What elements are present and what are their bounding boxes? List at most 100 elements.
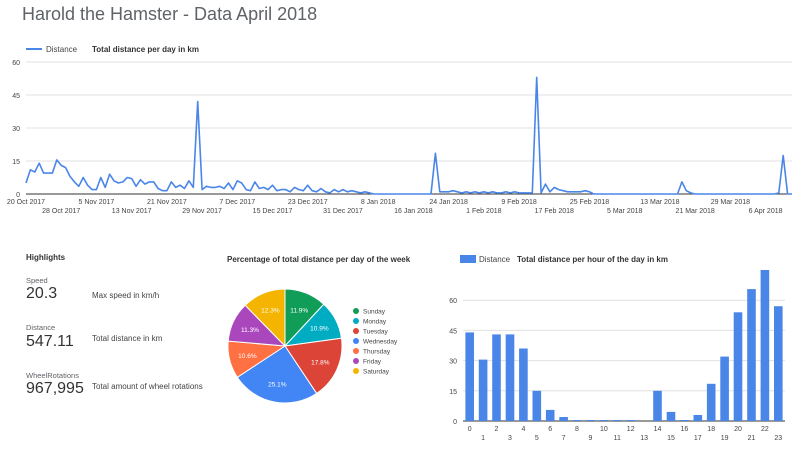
bar-hour-7[interactable] [559,417,568,421]
pie-slice-wednesday[interactable] [236,345,318,404]
x-tick-label: 20 [734,426,742,433]
line-chart-legend[interactable]: Distance [26,45,78,54]
x-tick-label: 29 Mar 2018 [711,199,750,206]
x-tick-label: 5 Mar 2018 [607,208,643,215]
bar-hour-20[interactable] [733,312,743,421]
y-tick-label: 30 [12,126,20,133]
x-tick-label: 7 Dec 2017 [219,199,255,206]
bar-hour-1[interactable] [478,359,488,421]
bar-hour-0[interactable] [465,332,474,421]
bar-hour-5[interactable] [532,390,542,421]
x-tick-label: 13 [640,435,648,442]
x-tick-label: 9 [589,435,593,442]
x-tick-label: 7 [562,435,566,442]
pie-value-label: 12.3% [261,308,280,315]
wheel-rotations-description: Total amount of wheel rotations [92,382,203,391]
bar-hour-10[interactable] [599,420,609,421]
pie-value-label: 11.3% [241,327,259,334]
bar-chart-title: Total distance per hour of the day in km [517,255,668,264]
legend-swatch [353,368,359,374]
line-chart-x-ticks: 20 Oct 2017 5 Nov 2017 21 Nov 2017 7 Dec 20… [7,199,783,215]
highlights-heading: Highlights [26,253,66,262]
legend-swatch [353,358,359,364]
x-tick-label: 5 Nov 2017 [79,199,115,206]
bar-hour-2[interactable] [492,334,501,421]
legend-swatch [353,338,359,344]
x-tick-label: 17 [694,435,702,442]
bar-hour-3[interactable] [505,334,515,421]
bar-hour-22[interactable] [760,270,770,421]
x-tick-label: 31 Dec 2017 [323,208,363,215]
pie-value-label: 10.6% [238,353,257,360]
bar-hour-16[interactable] [680,420,689,421]
x-tick-label: 25 Feb 2018 [570,199,609,206]
legend-swatch [353,328,359,334]
bar-chart-x-ticks: 0 2 4 6 8 10 12 14 16 18 20 221 3 5 7 9 11 13 15 17 19 21 23 [468,426,783,442]
y-tick-label: 15 [449,389,457,396]
y-tick-label: 0 [453,419,457,426]
x-tick-label: 8 Jan 2018 [361,199,396,206]
line-chart-series[interactable] [25,76,792,195]
bar-hour-17[interactable] [693,415,703,421]
distance-value: 547.11 [26,333,74,350]
legend-label: Distance [479,255,511,264]
x-tick-label: 29 Nov 2017 [182,208,222,215]
bar-hour-14[interactable] [653,390,662,421]
y-tick-label: 60 [449,298,457,305]
bar-hour-15[interactable] [666,411,676,421]
legend-label: Tuesday [363,329,388,336]
distance-per-weekday-pie-chart: Percentage of total distance per day of … [227,255,411,404]
pie-slice-saturday[interactable] [244,288,286,348]
bar-hour-23[interactable] [774,306,783,421]
bar-hour-11[interactable] [613,420,622,421]
bar-hour-8[interactable] [572,420,582,421]
pie-chart-legend[interactable]: Sunday Monday Tuesday Wednesday Thursday Frid… [353,308,398,376]
distance-description: Total distance in km [92,334,163,343]
page-title: Harold the Hamster - Data April 2018 [22,4,318,24]
pie-chart-slices[interactable] [227,288,343,404]
legend-label: Saturday [363,369,390,376]
pie-value-label: 11.9% [290,307,308,314]
bar-hour-6[interactable] [545,409,555,421]
bar-chart-legend[interactable]: Distance [460,255,511,264]
x-tick-label: 9 Feb 2018 [501,199,537,206]
legend-swatch [460,255,476,263]
x-tick-label: 12 [627,426,635,433]
y-tick-label: 0 [16,192,20,199]
pie-value-label: 10.9% [310,326,329,333]
legend-swatch [353,348,359,354]
bar-chart-gridlines [463,299,785,422]
series-line-distance[interactable] [25,76,792,195]
x-tick-label: 1 [481,435,485,442]
x-tick-label: 10 [600,426,608,433]
bar-hour-21[interactable] [747,289,756,421]
x-tick-label: 23 Dec 2017 [288,199,328,206]
x-tick-label: 11 [614,435,621,442]
x-tick-label: 1 Feb 2018 [466,208,502,215]
x-tick-label: 16 Jan 2018 [394,208,433,215]
distance-label: Distance [26,323,56,332]
bar-hour-9[interactable] [586,420,595,421]
x-tick-label: 14 [654,426,662,433]
x-tick-label: 13 Mar 2018 [640,199,679,206]
y-tick-label: 45 [12,93,20,100]
x-tick-label: 15 Dec 2017 [253,208,293,215]
x-tick-label: 17 Feb 2018 [535,208,574,215]
x-tick-label: 6 [548,426,552,433]
bar-chart-bars[interactable] [465,270,783,422]
pie-slice-tuesday[interactable] [284,337,343,395]
legend-swatch [353,308,359,314]
bar-chart-y-ticks: 0 15 30 45 60 [449,298,457,426]
y-tick-label: 15 [12,159,20,166]
x-tick-label: 20 Oct 2017 [7,199,45,206]
bar-hour-19[interactable] [720,356,729,421]
bar-hour-18[interactable] [706,383,716,421]
x-tick-label: 2 [495,426,499,433]
x-tick-label: 23 [774,435,782,442]
bar-hour-4[interactable] [519,348,528,422]
bar-hour-12[interactable] [626,420,635,421]
x-tick-label: 28 Oct 2017 [42,208,80,215]
y-tick-label: 30 [449,359,457,366]
legend-label: Wednesday [363,339,398,346]
speed-description: Max speed in km/h [92,291,160,300]
